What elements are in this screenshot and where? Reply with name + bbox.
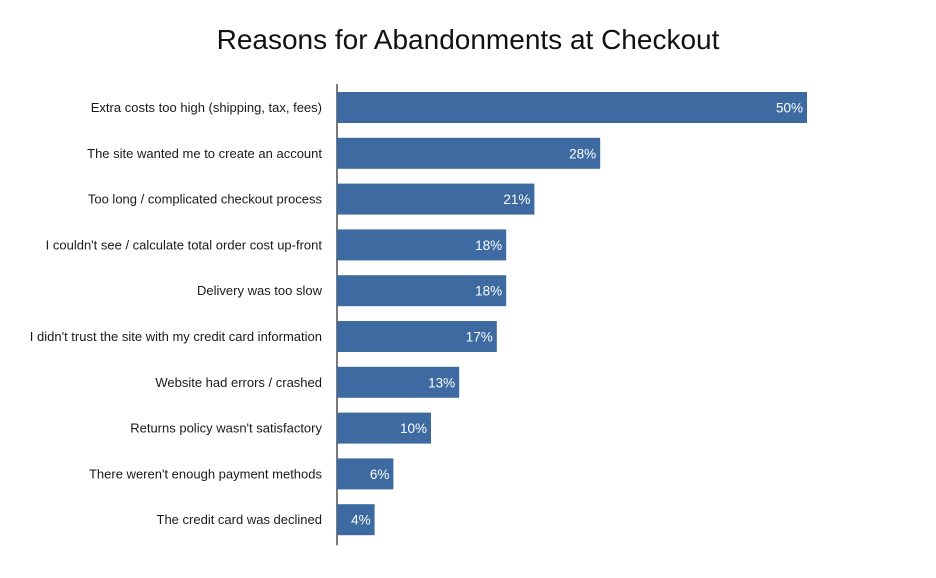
- bar: [337, 275, 507, 307]
- category-label: The credit card was declined: [157, 512, 322, 527]
- bar: [337, 321, 497, 352]
- category-label: I couldn't see / calculate total order c…: [46, 237, 323, 252]
- bar: [337, 504, 375, 536]
- value-label: 28%: [569, 146, 596, 161]
- bar: [337, 458, 394, 490]
- chart-title: Reasons for Abandonments at Checkout: [216, 24, 720, 55]
- value-label: 10%: [400, 421, 427, 436]
- bar: [337, 412, 431, 444]
- category-label: Website had errors / crashed: [155, 375, 322, 390]
- bar: [337, 92, 807, 123]
- bar: [337, 366, 460, 398]
- category-label: Delivery was too slow: [197, 283, 323, 298]
- category-label: I didn't trust the site with my credit c…: [30, 329, 322, 344]
- value-label: 4%: [351, 513, 371, 528]
- value-label: 18%: [475, 284, 502, 299]
- value-label: 18%: [475, 238, 502, 253]
- category-label: The site wanted me to create an account: [87, 146, 322, 161]
- bar: [337, 137, 601, 169]
- value-label: 13%: [428, 375, 455, 390]
- bar: [337, 183, 535, 215]
- value-label: 17%: [466, 330, 493, 345]
- value-label: 50%: [776, 101, 803, 116]
- category-label: Extra costs too high (shipping, tax, fee…: [91, 100, 322, 115]
- value-label: 6%: [370, 467, 390, 482]
- value-label: 21%: [503, 192, 530, 207]
- bar: [337, 229, 507, 261]
- category-label: Returns policy wasn't satisfactory: [130, 421, 322, 436]
- category-label: Too long / complicated checkout process: [88, 192, 323, 207]
- category-label: There weren't enough payment methods: [89, 466, 323, 481]
